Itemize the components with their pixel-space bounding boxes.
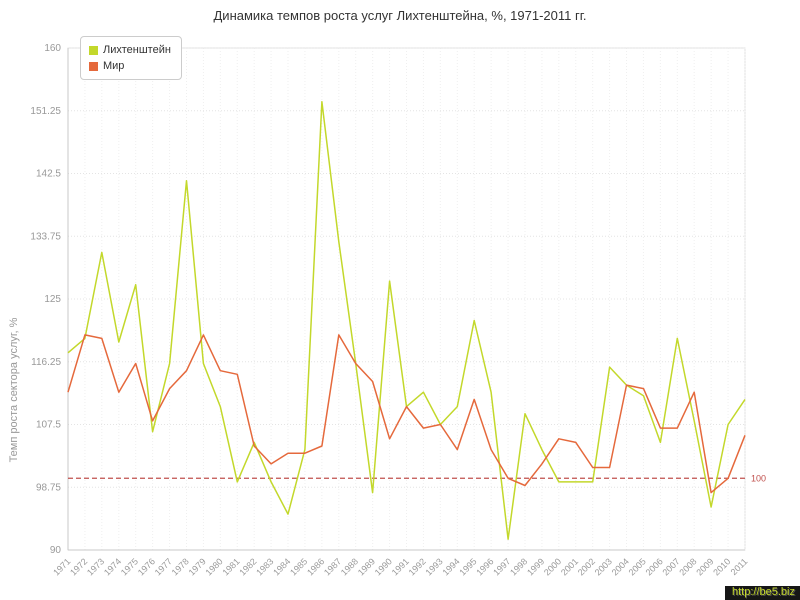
x-tick-label: 2010	[711, 556, 732, 577]
x-tick-label: 1998	[508, 556, 529, 577]
legend-label-world: Мир	[103, 60, 125, 72]
legend-item-world[interactable]: Мир	[89, 58, 171, 74]
x-tick-label: 1973	[85, 556, 106, 577]
x-tick-label: 1995	[457, 556, 478, 577]
x-tick-label: 2004	[610, 556, 631, 577]
x-tick-label: 2003	[593, 556, 614, 577]
y-tick-label: 133.75	[30, 231, 61, 242]
x-tick-label: 1993	[424, 556, 445, 577]
x-tick-label: 1986	[305, 556, 326, 577]
x-tick-label: 2006	[644, 556, 665, 577]
liechtenstein-swatch	[89, 45, 98, 55]
x-tick-label: 1984	[271, 556, 292, 577]
x-tick-label: 1979	[187, 556, 208, 577]
x-tick-label: 1977	[153, 556, 174, 577]
x-tick-label: 2007	[660, 556, 681, 577]
x-tick-label: 1974	[102, 556, 123, 577]
x-tick-label: 1992	[407, 556, 428, 577]
x-tick-label: 1980	[204, 556, 225, 577]
y-tick-label: 116.25	[31, 357, 61, 368]
x-tick-label: 1971	[51, 556, 72, 577]
y-tick-label: 107.5	[36, 420, 61, 431]
x-tick-label: 1999	[525, 556, 546, 577]
world-swatch	[89, 61, 98, 71]
chart-title: Динамика темпов роста услуг Лихтенштейна…	[213, 8, 587, 23]
y-tick-label: 125	[44, 294, 61, 305]
legend-item-liechtenstein[interactable]: Лихтенштейн	[89, 42, 171, 58]
x-tick-label: 1991	[390, 556, 411, 577]
x-tick-label: 1987	[322, 556, 343, 577]
legend-label-liechtenstein: Лихтенштейн	[103, 44, 171, 56]
y-tick-label: 151.25	[30, 106, 61, 117]
x-tick-label: 1997	[491, 556, 512, 577]
x-tick-label: 1990	[373, 556, 394, 577]
y-tick-label: 160	[44, 43, 61, 54]
legend: Лихтенштейн Мир	[80, 36, 182, 80]
x-tick-label: 1972	[68, 556, 89, 577]
x-tick-label: 2008	[677, 556, 698, 577]
x-tick-label: 1988	[339, 556, 360, 577]
x-tick-label: 1982	[237, 556, 258, 577]
x-tick-label: 2005	[627, 556, 648, 577]
x-tick-label: 1975	[119, 556, 140, 577]
x-tick-label: 1994	[440, 556, 461, 577]
y-tick-label: 98.75	[36, 482, 61, 493]
x-tick-label: 2002	[576, 556, 597, 577]
x-tick-label: 1983	[254, 556, 275, 577]
x-tick-label: 1996	[474, 556, 495, 577]
x-tick-label: 1989	[356, 556, 377, 577]
x-tick-label: 1978	[170, 556, 191, 577]
x-tick-label: 2001	[559, 556, 580, 577]
x-tick-label: 1976	[136, 556, 157, 577]
x-tick-label: 2011	[729, 556, 750, 577]
y-tick-label: 90	[50, 545, 62, 556]
x-tick-label: 1981	[220, 556, 241, 577]
watermark-link[interactable]: http://be5.biz	[725, 586, 800, 600]
series-line-world	[67, 334, 746, 494]
y-tick-label: 142.5	[36, 169, 61, 180]
x-tick-label: 1985	[288, 556, 309, 577]
x-tick-label: 2009	[694, 556, 715, 577]
reference-line-label: 100	[751, 473, 766, 483]
x-tick-label: 2000	[542, 556, 563, 577]
